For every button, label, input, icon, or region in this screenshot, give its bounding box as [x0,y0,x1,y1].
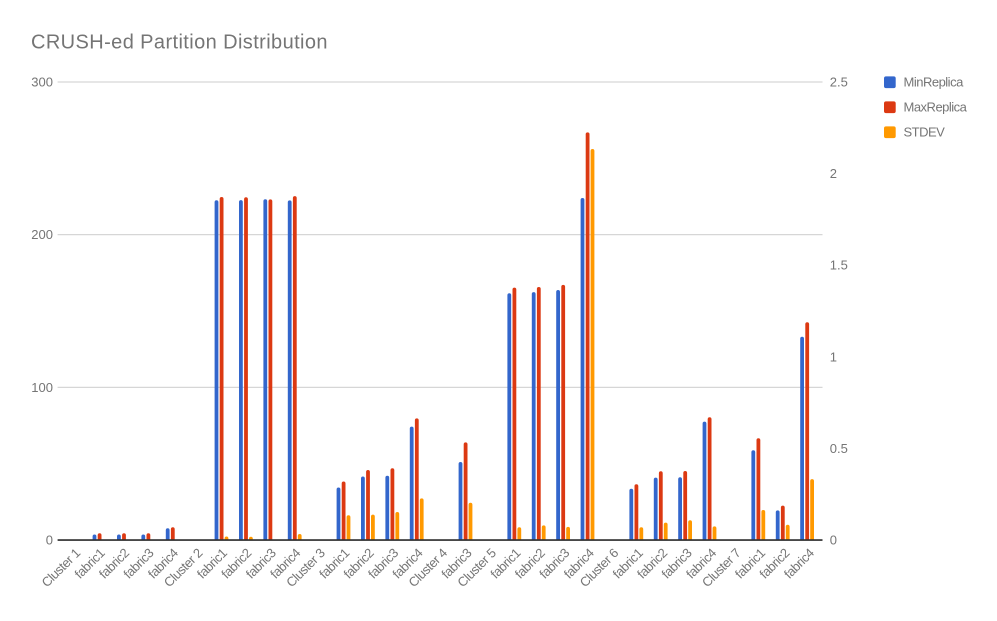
svg-text:1.5: 1.5 [830,258,848,273]
svg-text:MaxReplica: MaxReplica [904,100,968,115]
svg-text:0: 0 [830,533,837,548]
svg-text:300: 300 [31,75,53,90]
svg-text:200: 200 [31,227,53,242]
svg-text:0.5: 0.5 [830,441,848,456]
svg-text:0: 0 [46,533,53,548]
svg-text:STDEV: STDEV [904,125,946,140]
svg-text:MinReplica: MinReplica [904,75,965,90]
svg-text:1: 1 [830,349,837,364]
svg-text:100: 100 [31,380,53,395]
svg-text:2: 2 [830,166,837,181]
svg-text:2.5: 2.5 [830,75,848,90]
svg-text:CRUSH-ed Partition Distributio: CRUSH-ed Partition Distribution [31,32,328,54]
